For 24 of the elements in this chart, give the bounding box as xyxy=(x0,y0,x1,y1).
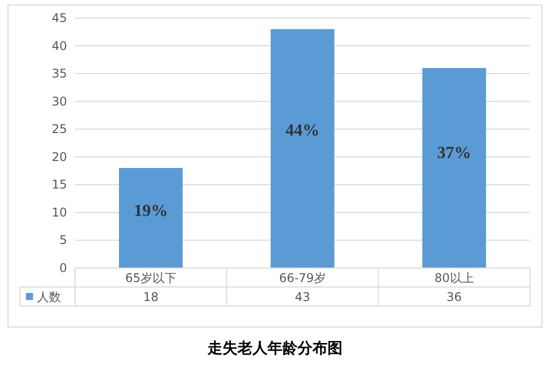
annotation: 44% xyxy=(286,120,320,140)
y-tick-label: 35 xyxy=(52,66,67,81)
y-tick-label: 5 xyxy=(59,233,67,248)
x-tick-label: 80以上 xyxy=(434,271,474,285)
y-tick-label: 30 xyxy=(52,94,67,108)
annotation: 37% xyxy=(437,143,472,162)
data-label: 18 xyxy=(143,290,158,304)
bar xyxy=(422,68,486,268)
annotation: 19% xyxy=(134,201,168,220)
y-tick-label: 10 xyxy=(52,205,67,220)
y-tick-label: 0 xyxy=(59,261,67,275)
data-label: 43 xyxy=(294,290,310,304)
data-label: 36 xyxy=(446,290,462,304)
y-tick-label: 40 xyxy=(52,38,67,53)
bar xyxy=(118,168,183,268)
y-tick-label: 15 xyxy=(52,178,67,192)
y-tick-label: 25 xyxy=(52,122,67,136)
x-tick-label: 65岁以下 xyxy=(125,271,176,285)
text: 走失老人年龄分布图 xyxy=(206,339,342,357)
legend-label: 人数 xyxy=(37,290,61,304)
y-tick-label: 20 xyxy=(52,150,67,164)
bar xyxy=(270,29,334,268)
x-tick-label: 66-79岁 xyxy=(279,271,326,285)
y-tick-label: 45 xyxy=(52,11,67,25)
